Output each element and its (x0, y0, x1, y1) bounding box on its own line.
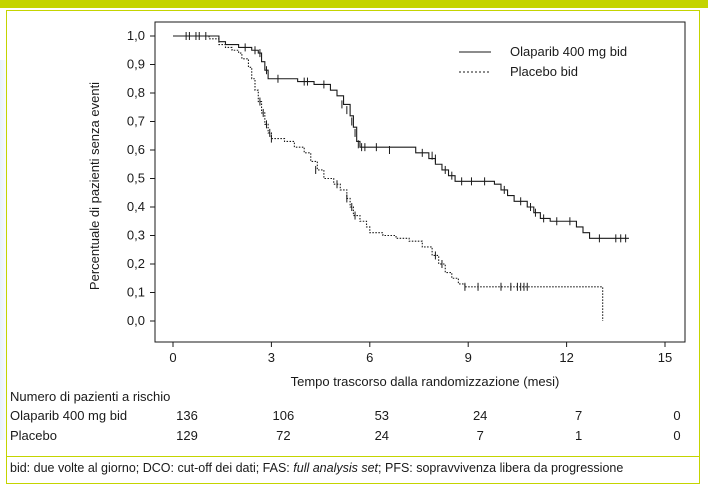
risk-value: 106 (272, 408, 295, 423)
y-tick-label: 0,0 (127, 313, 145, 328)
x-tick-label: 6 (366, 350, 373, 365)
risk-value: 129 (176, 428, 198, 443)
y-axis-title: Percentuale di pazienti senza eventi (87, 82, 102, 290)
legend: Olaparib 400 mg bid Placebo bid (459, 44, 627, 79)
footnote-divider (6, 456, 700, 457)
x-tick-label: 9 (465, 350, 472, 365)
series-layer (173, 32, 629, 321)
risk-value: 1 (574, 428, 583, 443)
y-tick-label: 0,1 (127, 285, 145, 300)
legend-placebo-label: Placebo bid (510, 64, 578, 79)
y-tick-label: 0,7 (127, 114, 145, 129)
x-tick-label: 15 (658, 350, 672, 365)
risk-value: 0 (673, 428, 681, 443)
y-tick-label: 0,3 (127, 228, 145, 243)
header-accent-bar (0, 0, 708, 8)
y-tick-label: 1,0 (127, 28, 145, 43)
y-axis-ticks: 0,0 0,1 0,2 0,3 0,4 0,5 0,6 0,7 0,8 0,9 1,0 (127, 28, 155, 328)
risk-value: 72 (276, 428, 291, 443)
x-tick-label: 12 (559, 350, 573, 365)
risk-row-label-olaparib: Olaparib 400 mg bid (10, 408, 128, 423)
footnote-fas-italic: full analysis set (293, 461, 379, 475)
risk-value: 7 (574, 408, 583, 423)
side-decoration (0, 60, 10, 440)
plot-area-border (154, 21, 686, 343)
risk-value: 24 (374, 428, 390, 443)
footnote: bid: due volte al giorno; DCO: cut-off d… (10, 460, 623, 476)
risk-value: 53 (374, 408, 390, 423)
x-tick-label: 3 (268, 350, 275, 365)
risk-value: 7 (476, 428, 484, 443)
figure-frame (6, 10, 700, 484)
risk-value: 136 (176, 408, 198, 423)
y-tick-label: 0,9 (127, 57, 145, 72)
x-axis-ticks: 0 3 6 9 12 15 (169, 342, 672, 365)
footnote-text-start: bid: due volte al giorno; DCO: cut-off d… (10, 461, 294, 475)
y-tick-label: 0,2 (127, 256, 145, 271)
footnote-text-end: ; PFS: sopravvivenza libera da progressi… (378, 461, 624, 475)
risk-row-label-placebo: Placebo (10, 428, 57, 443)
y-tick-label: 0,5 (127, 171, 145, 186)
x-axis-title: Tempo trascorso dalla randomizzazione (m… (291, 374, 560, 389)
risk-value: 0 (673, 408, 681, 423)
risk-value: 24 (472, 408, 488, 423)
legend-olaparib-label: Olaparib 400 mg bid (510, 44, 627, 59)
y-tick-label: 0,6 (127, 142, 145, 157)
risk-table-title: Numero di pazienti a rischio (10, 389, 171, 404)
series-line-olaparib (173, 35, 629, 239)
y-tick-label: 0,4 (127, 199, 145, 214)
y-tick-label: 0,8 (127, 85, 145, 100)
x-tick-label: 0 (169, 350, 176, 365)
